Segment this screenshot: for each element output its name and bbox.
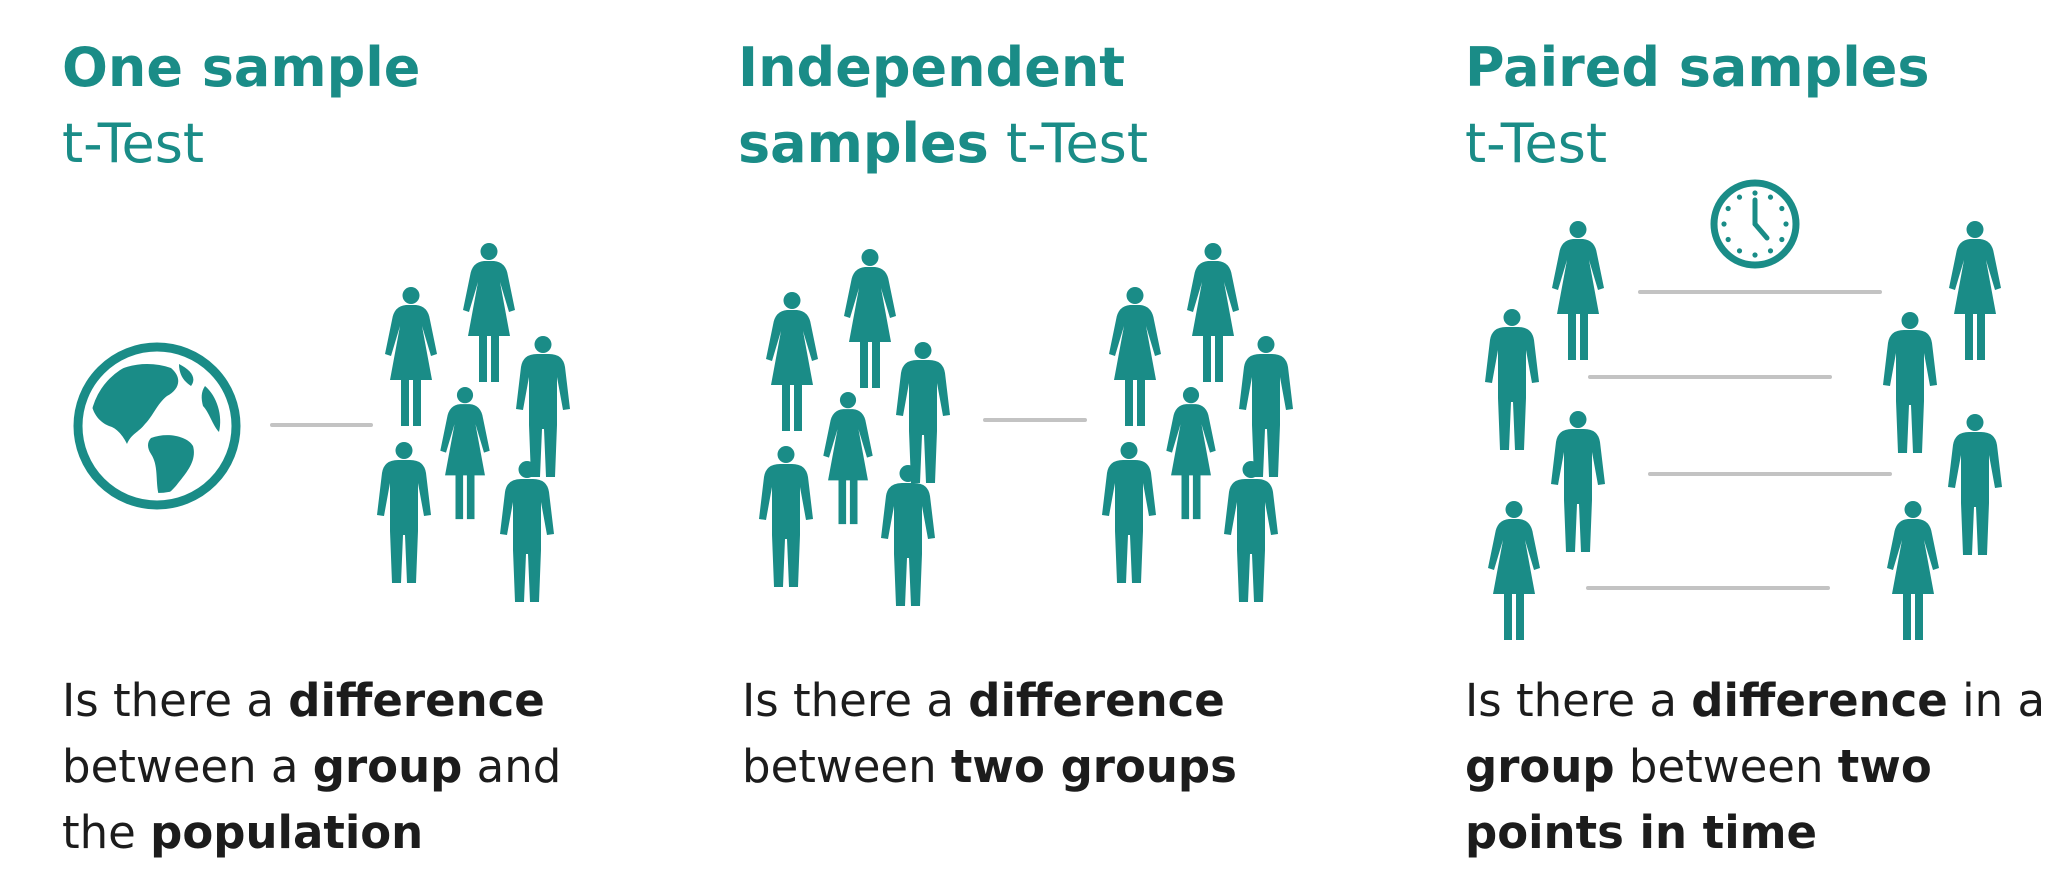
- female-person-icon: [1166, 387, 1216, 520]
- desc-text: between: [742, 740, 951, 793]
- panel-one-sample-title-line2: t-Test: [62, 112, 205, 175]
- desc-text: Is there a: [62, 674, 289, 727]
- male-person-icon: [500, 461, 554, 602]
- desc-keyword-group: group: [1465, 740, 1615, 793]
- male-person-icon: [1948, 414, 2002, 555]
- female-person-icon: [1109, 287, 1161, 426]
- clock-icon: [1710, 179, 1800, 269]
- panel-paired-title: Paired samples t-Test: [1465, 30, 1930, 182]
- panel-independent-title-line2-bold: samples: [738, 112, 989, 175]
- desc-keyword-population: population: [150, 806, 424, 859]
- desc-text: Is there a: [742, 674, 969, 727]
- desc-keyword-points-in-time: points in time: [1465, 806, 1818, 859]
- female-person-icon: [1887, 501, 1939, 640]
- male-person-icon: [1239, 336, 1293, 477]
- male-person-icon: [1102, 442, 1156, 583]
- panel-independent-title: Independent samples t-Test: [738, 30, 1148, 182]
- panel-independent-title-line1: Independent: [738, 36, 1126, 99]
- female-person-icon: [1488, 501, 1540, 640]
- male-person-icon: [377, 442, 431, 583]
- panel-paired-title-line2: t-Test: [1465, 112, 1608, 175]
- female-person-icon: [1552, 221, 1604, 360]
- desc-keyword-two-groups: two groups: [950, 740, 1237, 793]
- female-person-icon: [463, 243, 515, 382]
- globe-icon: [73, 342, 241, 510]
- desc-text: between a: [62, 740, 313, 793]
- male-person-icon: [1485, 309, 1539, 450]
- panel-one-sample-title: One sample t-Test: [62, 30, 420, 182]
- male-person-icon: [881, 465, 935, 606]
- panel-independent-description: Is there a difference between two groups: [742, 668, 1237, 800]
- male-person-icon: [896, 342, 950, 483]
- panel-one-sample-description: Is there a difference between a group an…: [62, 668, 561, 866]
- female-person-icon: [844, 249, 896, 388]
- desc-text: between: [1614, 740, 1838, 793]
- female-person-icon: [440, 387, 490, 520]
- desc-text: Is there a: [1465, 674, 1692, 727]
- female-person-icon: [766, 292, 818, 431]
- female-person-icon: [385, 287, 437, 426]
- desc-text: in a: [1947, 674, 2046, 727]
- desc-text: and: [462, 740, 562, 793]
- panel-paired-title-line1: Paired samples: [1465, 36, 1930, 99]
- desc-text: the: [62, 806, 151, 859]
- male-person-icon: [1224, 461, 1278, 602]
- desc-keyword-difference: difference: [1691, 674, 1948, 727]
- panel-one-sample-title-line1: One sample: [62, 36, 421, 99]
- desc-keyword-two: two: [1837, 740, 1932, 793]
- male-person-icon: [1551, 411, 1605, 552]
- male-person-icon: [1883, 312, 1937, 453]
- desc-keyword-group: group: [312, 740, 463, 793]
- female-person-icon: [823, 392, 873, 525]
- panel-independent-title-line2: t-Test: [988, 112, 1148, 175]
- female-person-icon: [1949, 221, 2001, 360]
- male-person-icon: [759, 446, 813, 587]
- desc-keyword-difference: difference: [288, 674, 545, 727]
- female-person-icon: [1187, 243, 1239, 382]
- panel-paired-description: Is there a difference in a group between…: [1465, 668, 2045, 866]
- male-person-icon: [516, 336, 570, 477]
- desc-keyword-difference: difference: [968, 674, 1225, 727]
